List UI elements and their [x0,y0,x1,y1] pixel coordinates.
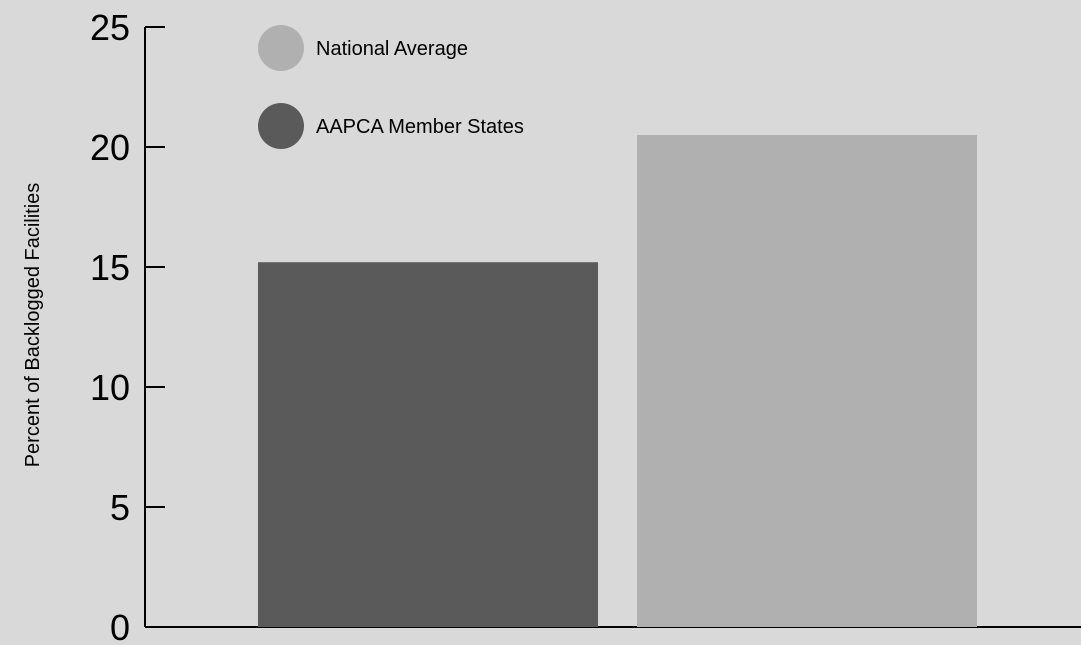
y-tick-label: 20 [90,127,130,168]
y-tick-label: 5 [110,487,130,528]
legend-marker [258,25,304,71]
legend-label: AAPCA Member States [316,116,524,138]
y-tick-label: 15 [90,247,130,288]
y-tick-label: 10 [90,367,130,408]
bar-national-average [637,135,977,627]
bar-aapca-member-states [258,262,598,627]
legend-marker [258,103,304,149]
legend-label: National Average [316,38,468,60]
y-axis-title: Percent of Backlogged Facilities [22,183,44,468]
y-tick-label: 25 [90,7,130,48]
y-tick-label: 0 [110,607,130,645]
